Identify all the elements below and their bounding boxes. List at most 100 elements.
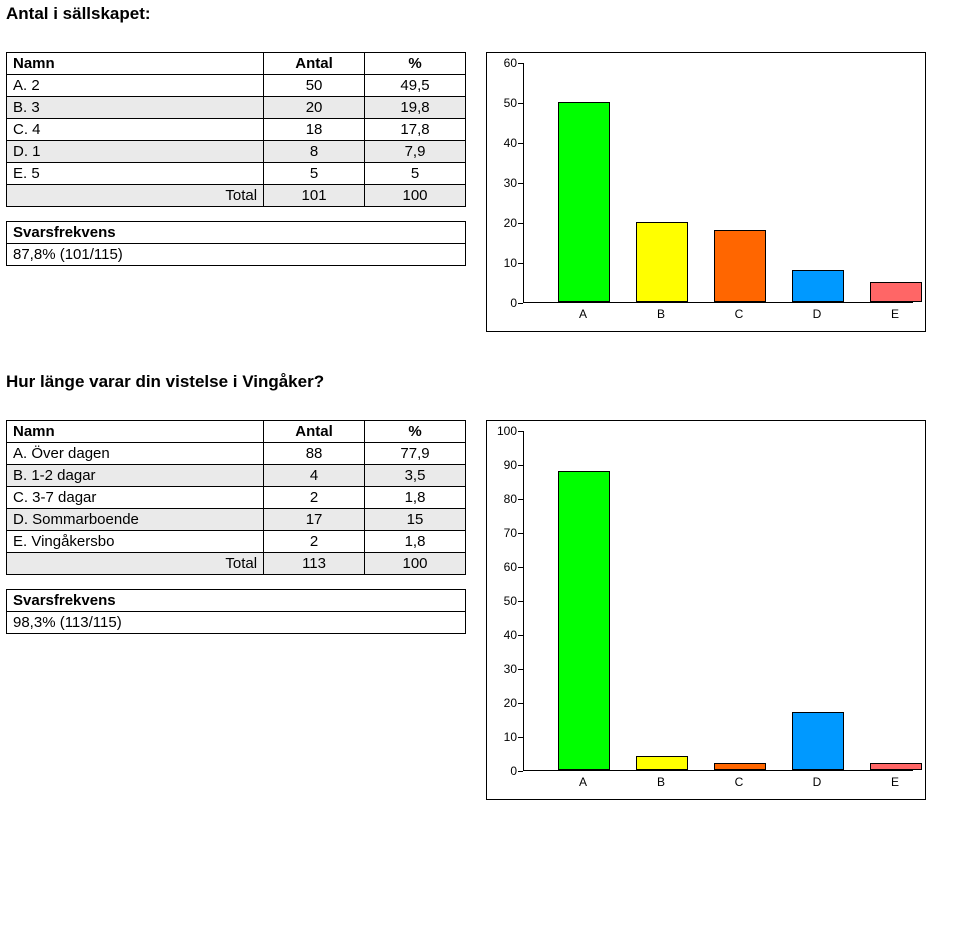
th-name: Namn [7,421,264,443]
y-tick-mark [518,669,523,670]
y-tick-label: 100 [491,424,517,438]
cell-antal: 17 [264,509,365,531]
freq-label: Svarsfrekvens [7,590,466,612]
y-tick-label: 20 [491,216,517,230]
total-label: Total [7,553,264,575]
x-tick-label: A [579,775,587,789]
cell-pct: 1,8 [365,487,466,509]
table-row: E. Vingåkersbo21,8 [7,531,466,553]
y-tick-label: 90 [491,458,517,472]
bar [714,230,766,302]
y-tick-label: 0 [491,764,517,778]
y-tick-label: 10 [491,256,517,270]
table-row: D. Sommarboende1715 [7,509,466,531]
data-table-2: Namn Antal % A. Över dagen8877,9 B. 1-2 d… [6,420,466,575]
y-tick-mark [518,183,523,184]
y-tick-mark [518,499,523,500]
cell-name: C. 3-7 dagar [7,487,264,509]
total-label: Total [7,185,264,207]
cell-antal: 50 [264,75,365,97]
left-col-2: Namn Antal % A. Över dagen8877,9 B. 1-2 d… [6,420,466,634]
heading-2: Hur länge varar din vistelse i Vingåker? [6,372,954,392]
th-antal: Antal [264,421,365,443]
y-tick-label: 20 [491,696,517,710]
total-pct: 100 [365,553,466,575]
table-row: E. 555 [7,163,466,185]
table-row: C. 3-7 dagar21,8 [7,487,466,509]
th-name: Namn [7,53,264,75]
y-tick-label: 30 [491,176,517,190]
left-col-1: Namn Antal % A. 25049,5B. 32019,8C. 4181… [6,52,466,266]
data-table-1: Namn Antal % A. 25049,5B. 32019,8C. 4181… [6,52,466,207]
bar [558,102,610,302]
cell-antal: 8 [264,141,365,163]
cell-pct: 17,8 [365,119,466,141]
y-tick-label: 30 [491,662,517,676]
bar [792,270,844,302]
freq-label: Svarsfrekvens [7,222,466,244]
freq-table-2: Svarsfrekvens 98,3% (113/115) [6,589,466,634]
cell-pct: 1,8 [365,531,466,553]
y-tick-label: 50 [491,96,517,110]
plot-area [523,63,913,303]
y-tick-label: 10 [491,730,517,744]
cell-name: E. Vingåkersbo [7,531,264,553]
right-col-1: 0102030405060ABCDE [466,52,946,332]
total-antal: 101 [264,185,365,207]
y-tick-mark [518,567,523,568]
y-tick-label: 70 [491,526,517,540]
cell-pct: 77,9 [365,443,466,465]
cell-pct: 15 [365,509,466,531]
y-tick-mark [518,263,523,264]
x-tick-label: B [657,307,665,321]
cell-name: C. 4 [7,119,264,141]
cell-antal: 2 [264,487,365,509]
th-antal: Antal [264,53,365,75]
y-tick-label: 60 [491,56,517,70]
bar [558,471,610,770]
y-tick-mark [518,303,523,304]
x-tick-label: E [891,307,899,321]
cell-antal: 2 [264,531,365,553]
total-row: Total 113 100 [7,553,466,575]
cell-antal: 88 [264,443,365,465]
cell-name: B. 1-2 dagar [7,465,264,487]
x-tick-label: C [735,775,744,789]
section-antal: Antal i sällskapet: Namn Antal % A. 2504… [0,4,960,332]
y-tick-mark [518,143,523,144]
row-2: Namn Antal % A. Över dagen8877,9 B. 1-2 d… [6,420,954,800]
heading-1: Antal i sällskapet: [6,4,954,24]
row-1: Namn Antal % A. 25049,5B. 32019,8C. 4181… [6,52,954,332]
freq-value: 98,3% (113/115) [7,612,466,634]
cell-pct: 19,8 [365,97,466,119]
bar-chart-1: 0102030405060ABCDE [486,52,926,332]
cell-name: A. Över dagen [7,443,264,465]
x-tick-label: E [891,775,899,789]
th-pct: % [365,53,466,75]
cell-antal: 18 [264,119,365,141]
th-pct: % [365,421,466,443]
section-vistelse: Hur länge varar din vistelse i Vingåker?… [0,372,960,800]
cell-name: B. 3 [7,97,264,119]
y-tick-label: 0 [491,296,517,310]
y-tick-mark [518,771,523,772]
table-row: A. 25049,5 [7,75,466,97]
right-col-2: 0102030405060708090100ABCDE [466,420,946,800]
y-tick-mark [518,601,523,602]
bar [714,763,766,770]
y-tick-label: 50 [491,594,517,608]
total-row: Total 101 100 [7,185,466,207]
cell-name: E. 5 [7,163,264,185]
cell-pct: 3,5 [365,465,466,487]
cell-pct: 49,5 [365,75,466,97]
bar-chart-2: 0102030405060708090100ABCDE [486,420,926,800]
y-tick-mark [518,63,523,64]
freq-value: 87,8% (101/115) [7,244,466,266]
total-antal: 113 [264,553,365,575]
x-tick-label: D [813,307,822,321]
bar [636,222,688,302]
x-tick-label: C [735,307,744,321]
cell-antal: 4 [264,465,365,487]
cell-pct: 7,9 [365,141,466,163]
freq-table-1: Svarsfrekvens 87,8% (101/115) [6,221,466,266]
